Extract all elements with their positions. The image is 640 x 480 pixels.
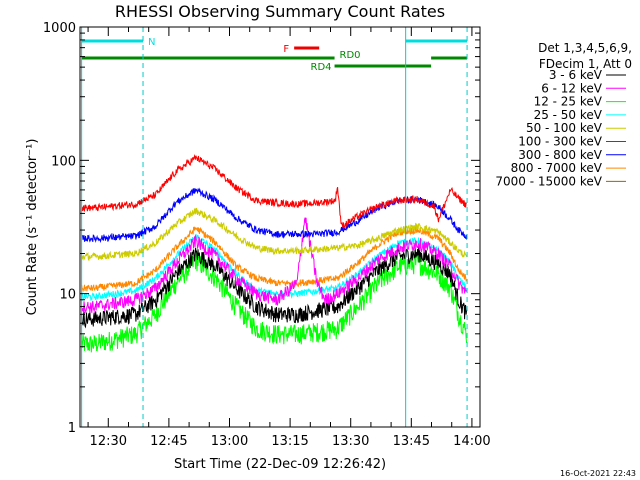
y-tick-label: 1000 <box>43 21 76 36</box>
legend-label: 50 - 100 keV <box>526 121 603 135</box>
legend-label: 3 - 6 keV <box>549 68 603 82</box>
legend-header: FDecim 1, Att 0 <box>539 57 632 71</box>
legend: Det 1,3,4,5,6,9, FDecim 1, Att 03 - 6 keV… <box>495 41 632 188</box>
x-tick-label: 13:45 <box>393 434 430 449</box>
series-line <box>81 154 467 231</box>
footer-timestamp: 16-Oct-2021 22:43 <box>560 469 636 478</box>
y-axis-ticks: 1 10 100 1000 <box>43 21 480 436</box>
x-tick-label: 14:00 <box>453 434 490 449</box>
legend-label: 7000 - 15000 keV <box>495 174 602 188</box>
legend-label: 100 - 300 keV <box>518 135 602 149</box>
x-tick-label: 12:30 <box>90 434 127 449</box>
legend-header: Det 1,3,4,5,6,9, <box>538 41 632 55</box>
series-line <box>81 217 468 314</box>
y-axis-label: Count Rate (s⁻¹ detector⁻¹) <box>25 139 40 316</box>
x-tick-label: 13:00 <box>211 434 248 449</box>
y-tick-label: 10 <box>59 288 76 303</box>
legend-label: 25 - 50 keV <box>534 108 603 122</box>
x-tick-label: 13:15 <box>271 434 308 449</box>
legend-label: 6 - 12 keV <box>541 81 603 95</box>
y-tick-label: 100 <box>51 154 76 169</box>
chart-title: RHESSI Observing Summary Count Rates <box>115 2 445 21</box>
state-bar-label: RD0 <box>340 50 361 61</box>
legend-label: 800 - 7000 keV <box>511 161 603 175</box>
state-bar-label: F <box>283 44 289 55</box>
series-lines <box>81 154 468 353</box>
y-tick-label: 1 <box>68 421 76 436</box>
plot-frame <box>79 26 481 428</box>
series-line <box>81 207 468 262</box>
series-line <box>81 246 468 329</box>
x-axis-ticks: 12:30 12:45 13:00 13:15 13:30 13:45 14:00 <box>87 27 491 449</box>
state-bar-label: RD4 <box>311 62 332 73</box>
x-tick-label: 12:45 <box>150 434 187 449</box>
series-line <box>81 233 468 302</box>
x-axis-label: Start Time (22-Dec-09 12:26:42) <box>174 457 386 472</box>
state-bars: N F RD0 RD4 <box>81 37 468 73</box>
state-bar-label: N <box>148 37 155 48</box>
x-tick-label: 13:30 <box>332 434 369 449</box>
series-line <box>81 251 468 353</box>
vertical-markers <box>81 27 468 427</box>
series-line <box>81 187 468 244</box>
legend-label: 300 - 800 keV <box>518 148 602 162</box>
legend-label: 12 - 25 keV <box>534 95 603 109</box>
series-line <box>81 225 468 293</box>
